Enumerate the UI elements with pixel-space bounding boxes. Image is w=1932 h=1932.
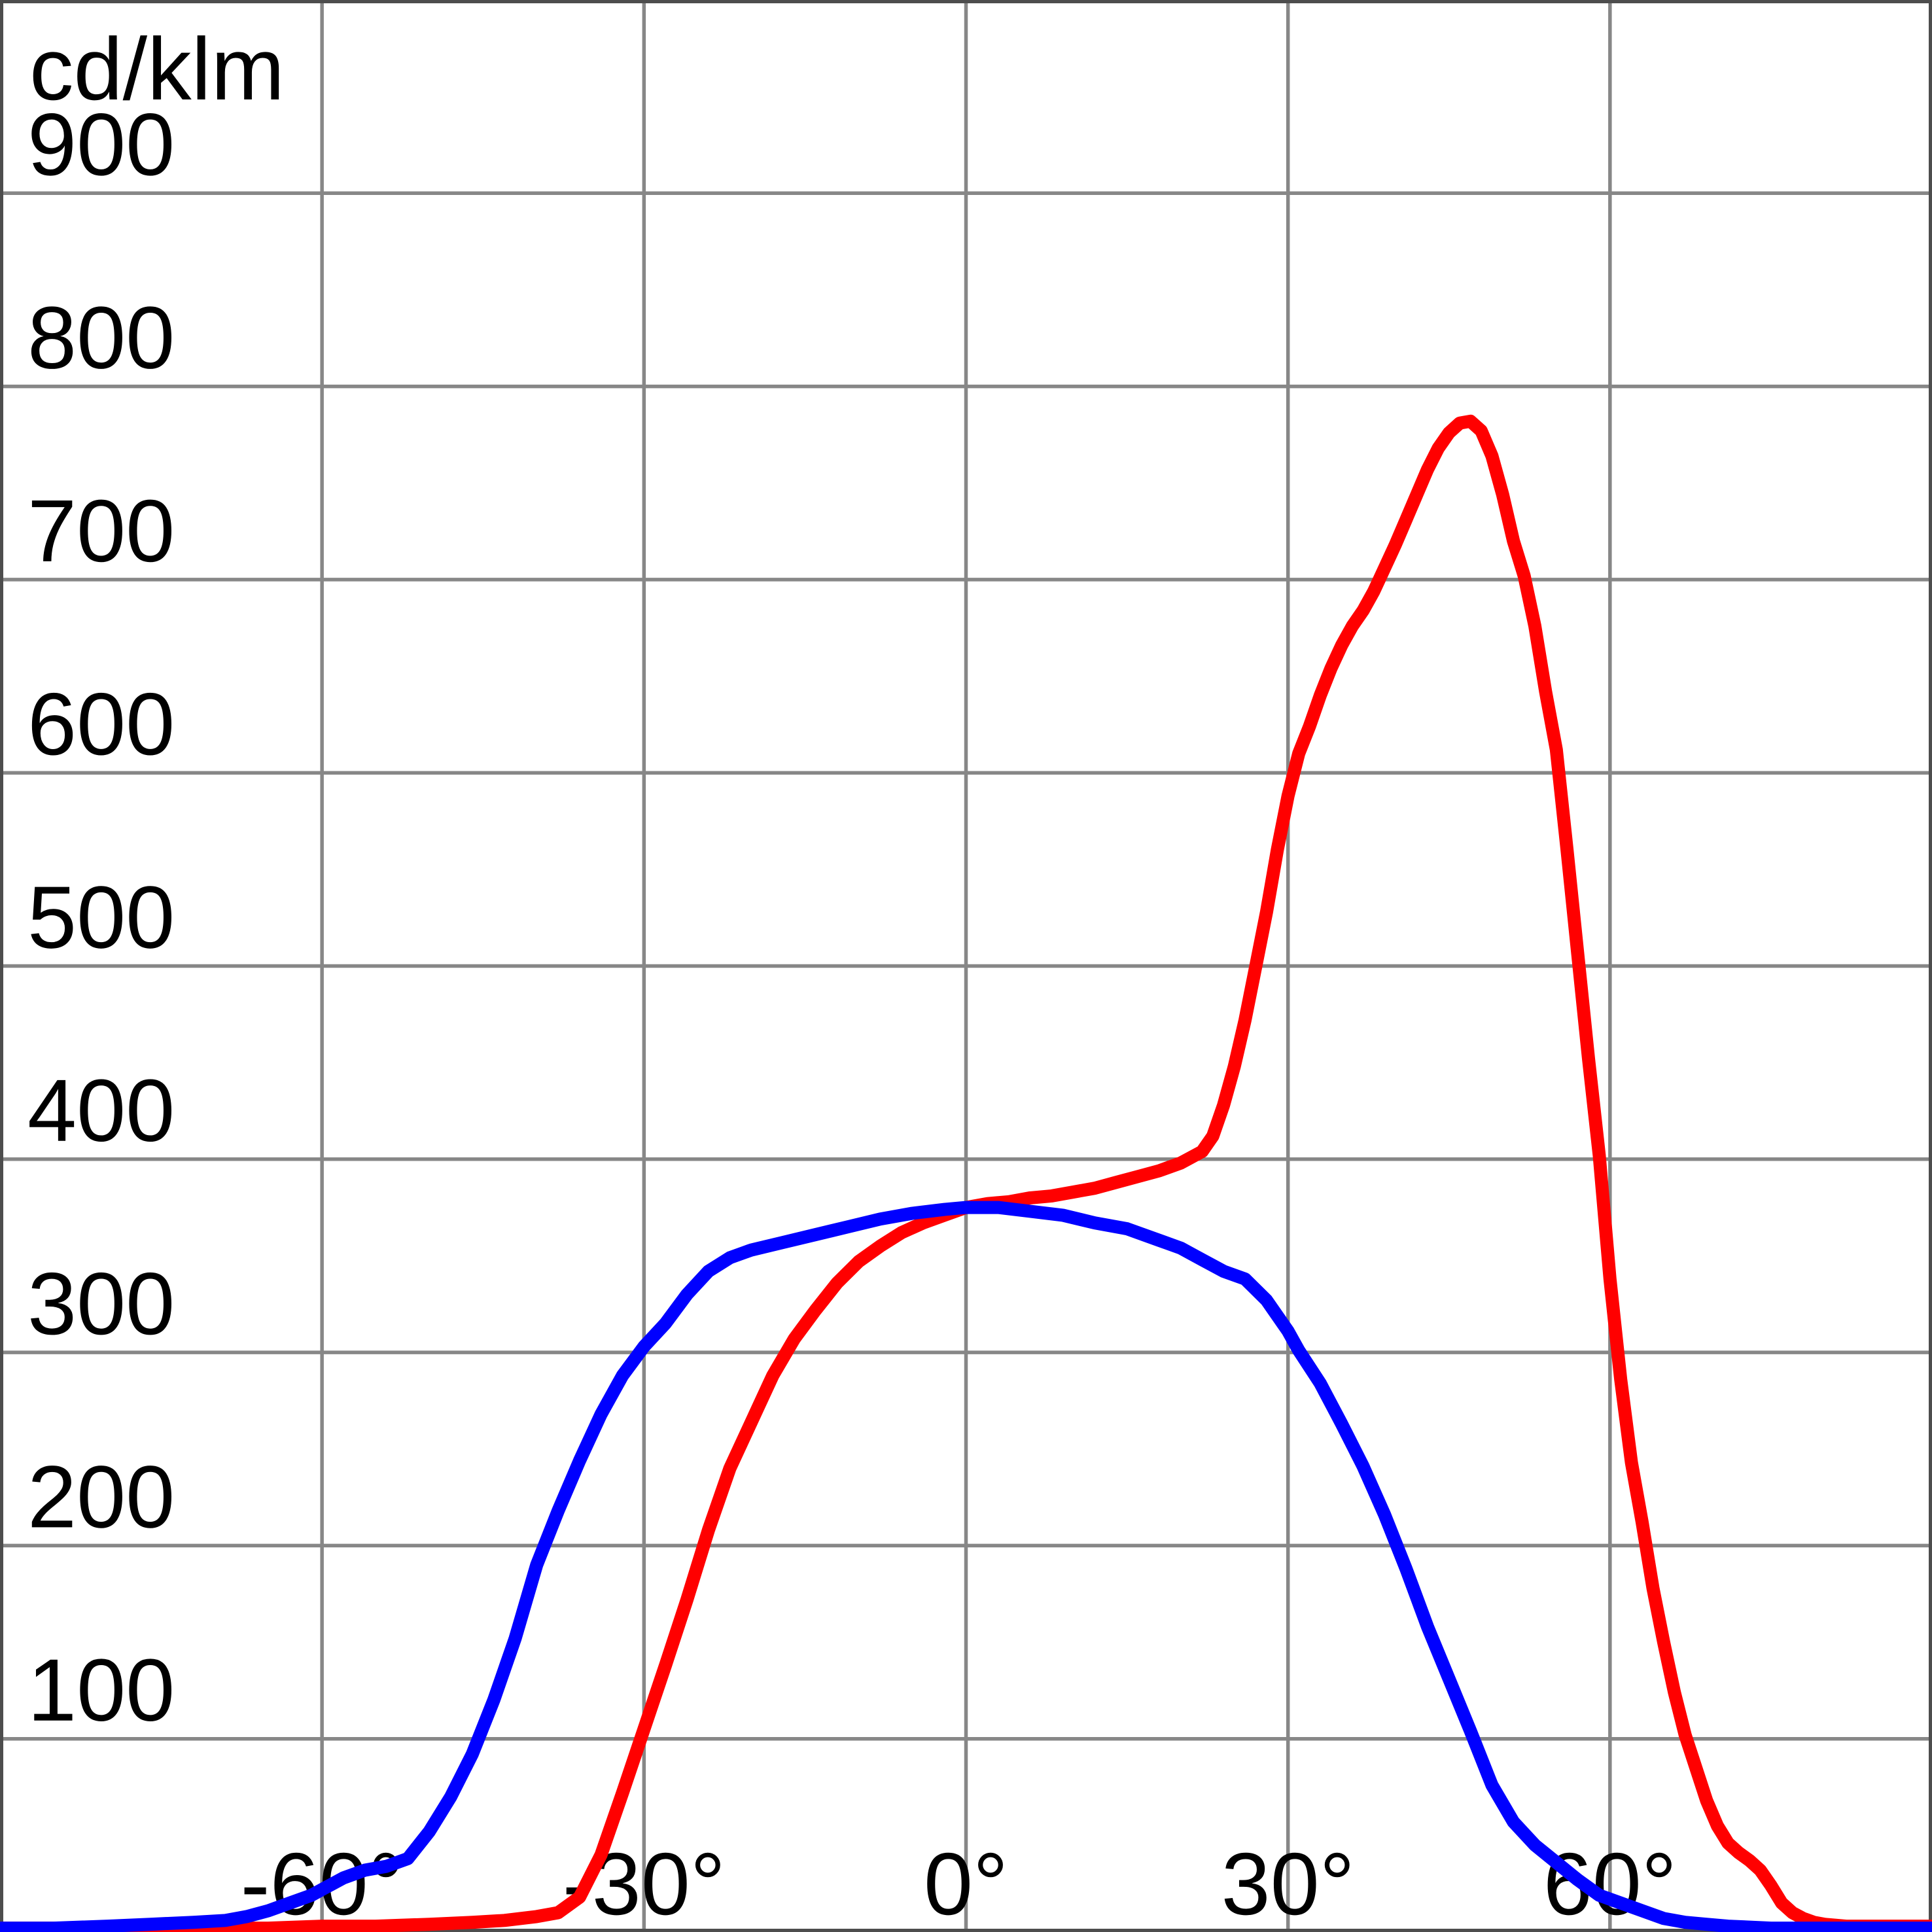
y-tick-label: 100 xyxy=(27,1641,175,1740)
y-tick-label: 600 xyxy=(27,675,175,773)
y-tick-label: 900 xyxy=(27,95,175,194)
blue-curve xyxy=(0,1201,1932,1932)
y-tick-label: 300 xyxy=(27,1254,175,1353)
y-tick-label: 200 xyxy=(27,1447,175,1546)
y-tick-label: 400 xyxy=(27,1061,175,1160)
x-tick-label: 30° xyxy=(1221,1835,1355,1932)
y-tick-label: 800 xyxy=(27,289,175,387)
x-tick-label: 0° xyxy=(924,1835,1008,1932)
y-tick-label: 700 xyxy=(27,482,175,580)
red-curve xyxy=(0,414,1932,1932)
series-layer xyxy=(0,414,1932,1932)
y-tick-label: 500 xyxy=(27,868,175,967)
y-axis-unit-label: cd/klm xyxy=(29,20,285,118)
